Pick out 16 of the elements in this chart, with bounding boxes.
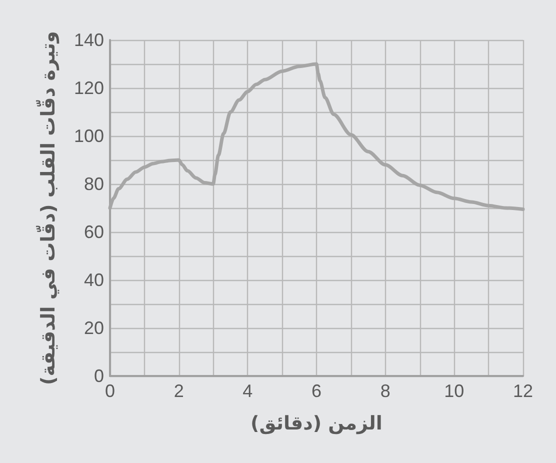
x-tick-label: 6 <box>311 381 322 401</box>
y-tick-label: 80 <box>84 174 104 194</box>
x-tick-label: 4 <box>242 381 253 401</box>
x-tick-label: 2 <box>174 381 184 401</box>
y-tick-label: 120 <box>74 78 104 98</box>
y-tick-label: 0 <box>94 366 104 386</box>
x-tick-label: 12 <box>512 381 534 401</box>
y-tick-label: 20 <box>84 318 104 338</box>
y-tick-label: 60 <box>84 222 104 242</box>
y-tick-label: 40 <box>84 270 104 290</box>
y-tick-label: 140 <box>74 30 104 50</box>
x-axis-title: الزمن (دقائق) <box>250 412 382 434</box>
x-tick-label: 8 <box>380 381 390 401</box>
y-axis-title: وتيرة دقّات القلب (دقّات في الدقيقة) <box>36 31 60 385</box>
x-tick-label: 10 <box>444 381 464 401</box>
y-tick-label: 100 <box>74 126 104 146</box>
